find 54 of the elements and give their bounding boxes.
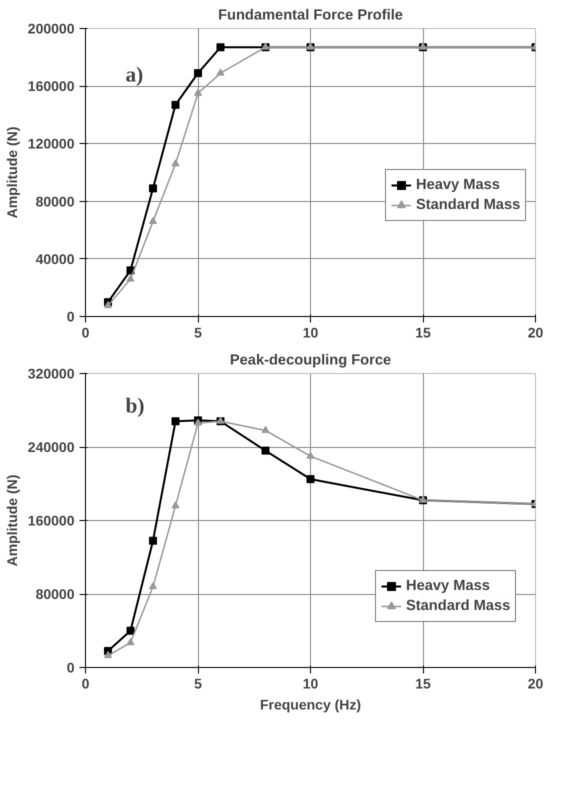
- annotation: a): [126, 62, 144, 86]
- y-tick-label: 240000: [28, 439, 75, 455]
- x-axis-title: Frequency (Hz): [260, 696, 362, 712]
- x-tick-label: 15: [415, 676, 431, 692]
- point: [262, 446, 270, 455]
- point: [172, 100, 180, 109]
- x-tick-label: 0: [82, 676, 90, 692]
- annotation: b): [126, 394, 144, 418]
- point: [216, 43, 224, 52]
- point: [104, 301, 112, 308]
- y-tick-label: 0: [66, 660, 75, 676]
- legend-label: Heavy Mass: [416, 177, 500, 193]
- point: [216, 68, 224, 76]
- chart-title: Peak-decoupling Force: [230, 352, 392, 368]
- point: [104, 651, 112, 658]
- point: [194, 69, 202, 78]
- y-axis-title: Amplitude (N): [4, 474, 20, 566]
- legend-label: Standard Mass: [416, 197, 520, 213]
- point: [262, 426, 270, 433]
- y-tick-label: 80000: [36, 586, 75, 602]
- point: [172, 501, 180, 508]
- point: [149, 582, 157, 590]
- y-tick-label: 40000: [36, 250, 75, 267]
- x-tick-label: 10: [302, 324, 318, 340]
- legend-label: Heavy Mass: [406, 578, 490, 594]
- x-tick-label: 10: [302, 676, 318, 692]
- x-tick-label: 5: [194, 324, 202, 340]
- y-tick-label: 200000: [28, 20, 75, 36]
- point: [306, 452, 314, 459]
- x-tick-label: 15: [415, 324, 431, 340]
- point: [149, 216, 157, 224]
- y-tick-label: 0: [66, 308, 75, 324]
- y-tick-label: 120000: [28, 136, 75, 152]
- point: [149, 536, 157, 545]
- point: [172, 417, 180, 426]
- y-tick-label: 80000: [36, 193, 75, 210]
- y-axis-title: Amplitude (N): [4, 126, 20, 218]
- point: [194, 88, 202, 96]
- x-tick-label: 0: [82, 324, 90, 340]
- chart-title: Fundamental Force Profile: [218, 8, 403, 24]
- legend-label: Standard Mass: [406, 598, 510, 614]
- point: [126, 274, 134, 282]
- point: [126, 638, 134, 646]
- x-tick-label: 20: [528, 324, 544, 340]
- x-tick-label: 5: [194, 676, 202, 692]
- point: [149, 184, 157, 192]
- point: [126, 626, 134, 635]
- x-tick-label: 20: [528, 676, 544, 692]
- y-tick-label: 320000: [28, 366, 75, 382]
- y-tick-label: 160000: [28, 78, 75, 94]
- point: [306, 475, 314, 484]
- y-tick-label: 160000: [28, 512, 75, 528]
- point: [194, 418, 202, 426]
- point: [172, 159, 180, 166]
